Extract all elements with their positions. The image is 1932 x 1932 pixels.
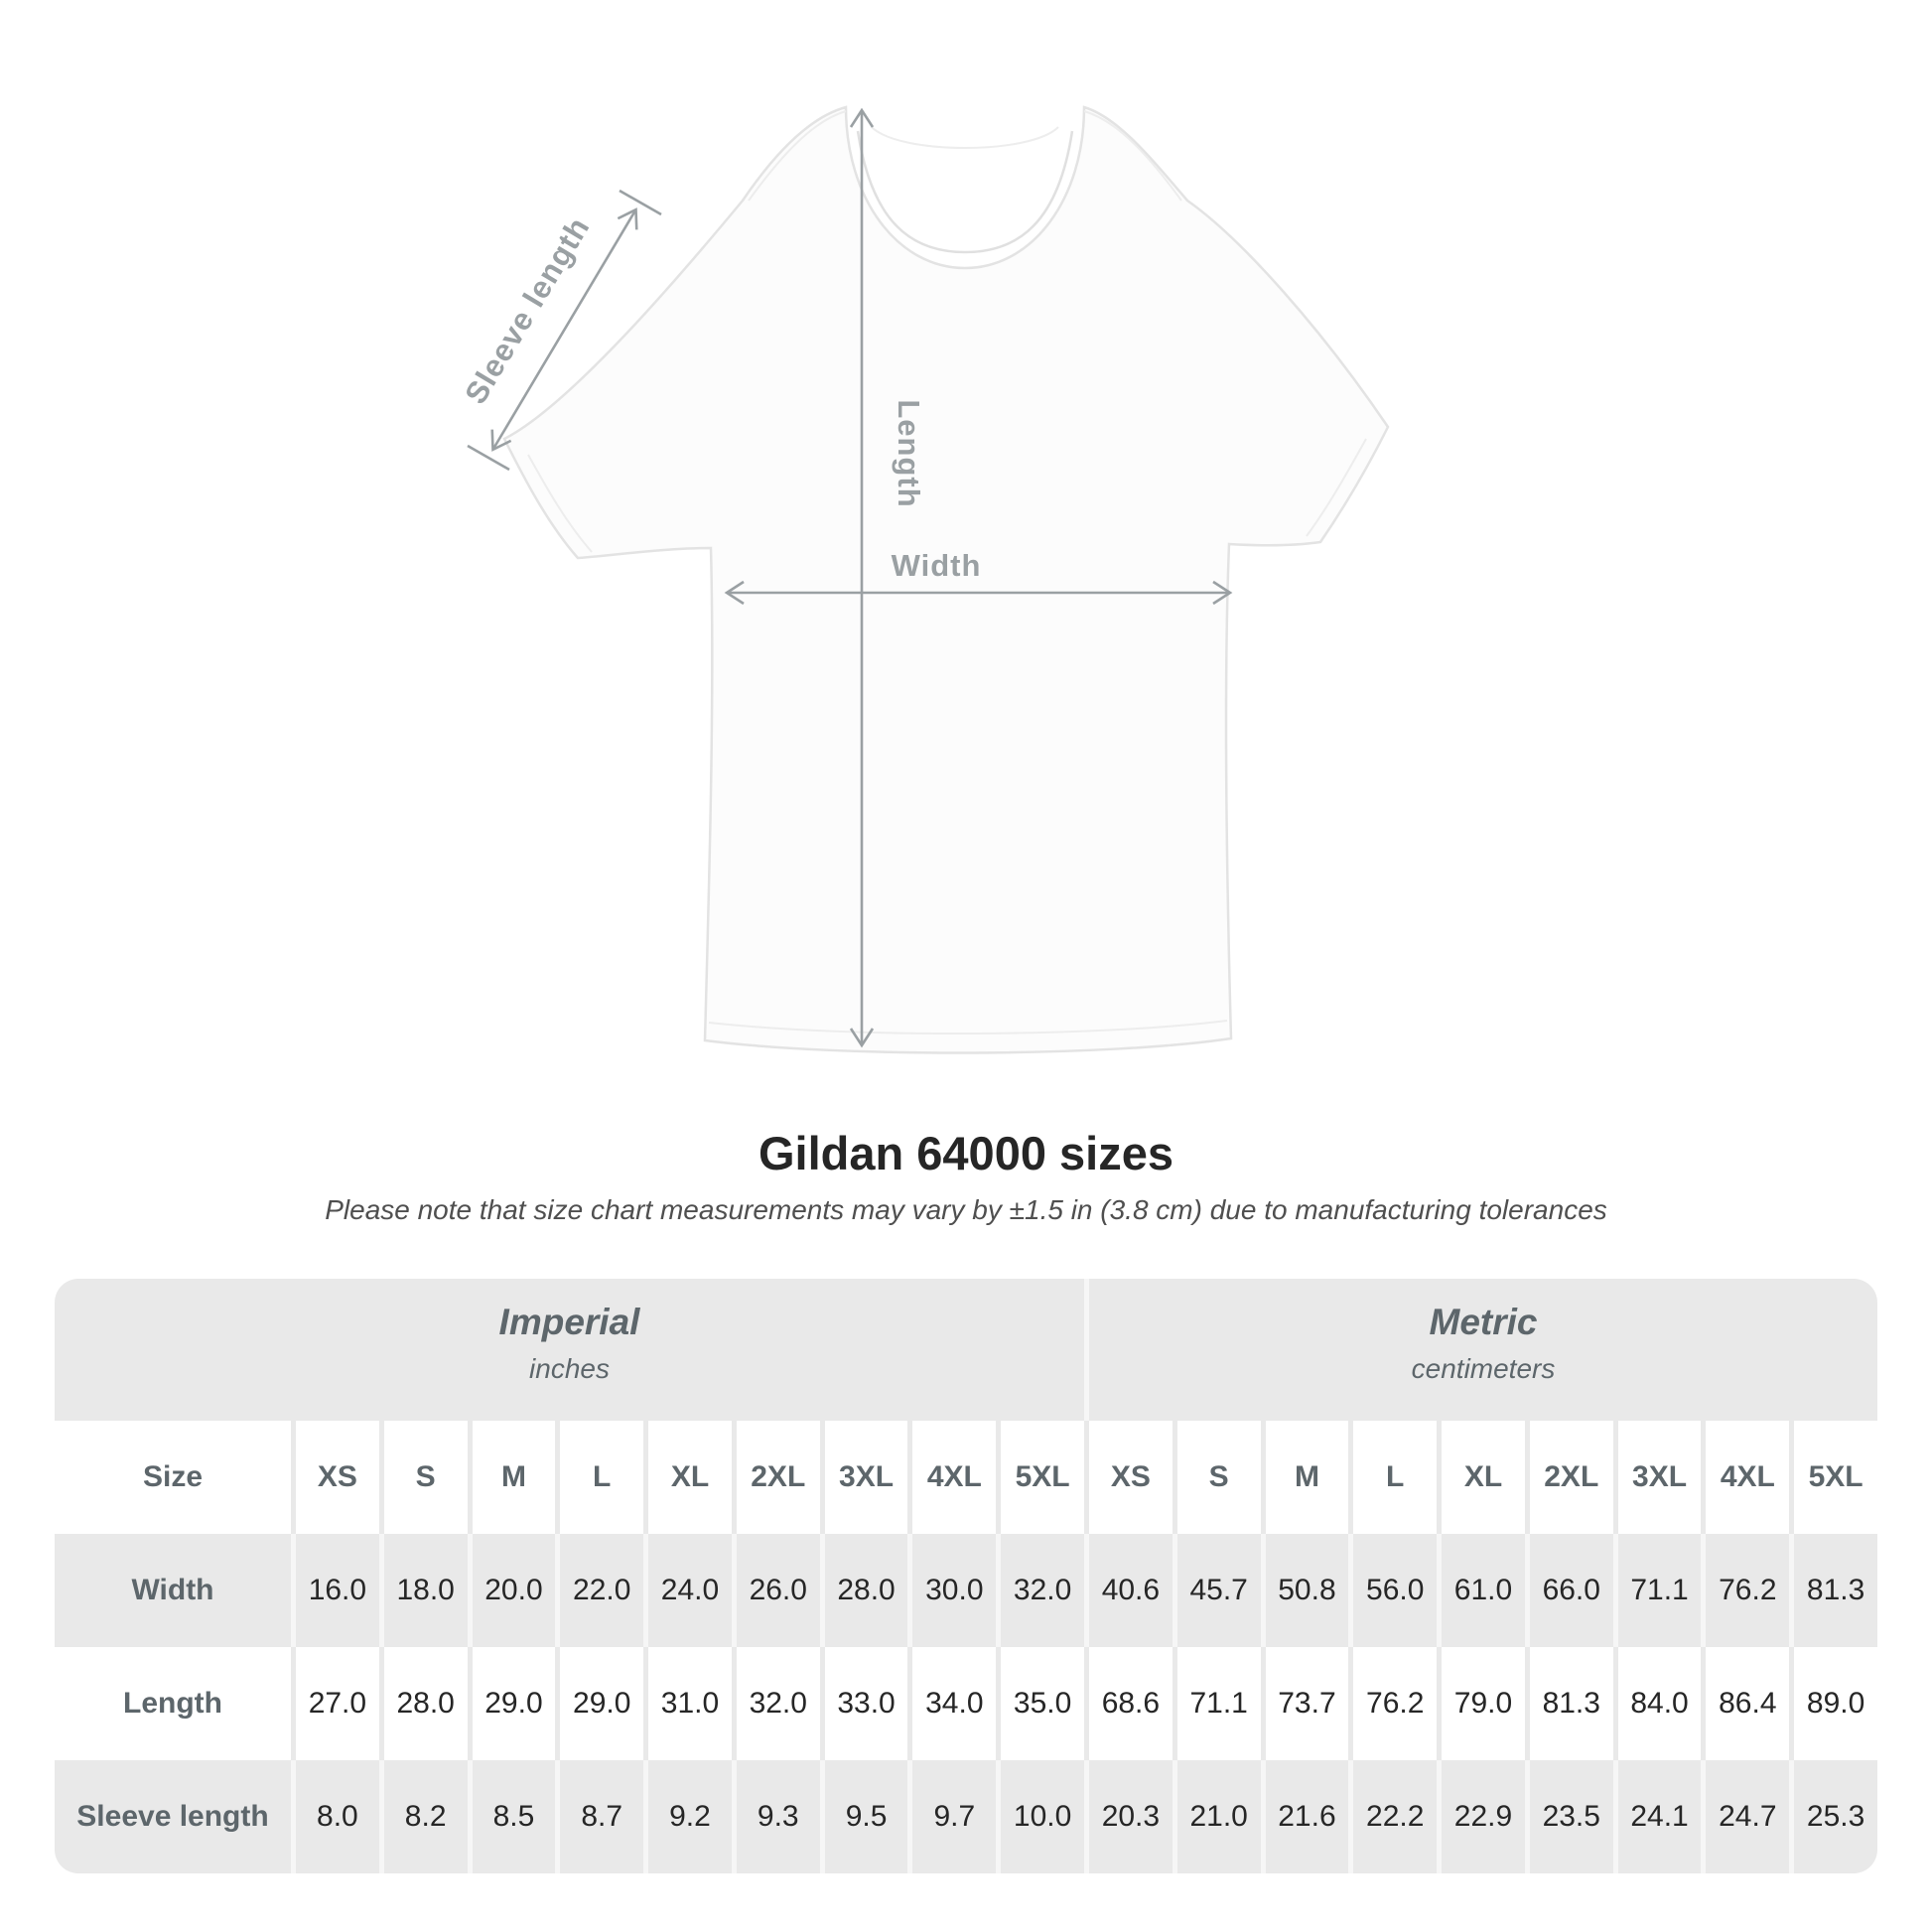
value-sleeve-length-imperial-S: 8.2 bbox=[378, 1760, 468, 1873]
size-header-metric-L: L bbox=[1348, 1421, 1438, 1534]
sleeve-arrow-tick-top bbox=[619, 189, 662, 216]
value-length-metric-2XL: 81.3 bbox=[1524, 1647, 1613, 1760]
value-length-imperial-3XL: 33.0 bbox=[819, 1647, 908, 1760]
value-width-imperial-5XL: 32.0 bbox=[996, 1534, 1084, 1647]
value-width-imperial-XS: 16.0 bbox=[291, 1534, 379, 1647]
value-width-imperial-M: 20.0 bbox=[467, 1534, 556, 1647]
value-sleeve-length-metric-3XL: 24.1 bbox=[1612, 1760, 1702, 1873]
size-header-metric-5XL: 5XL bbox=[1789, 1421, 1877, 1534]
size-header-imperial-XL: XL bbox=[643, 1421, 732, 1534]
value-length-imperial-4XL: 34.0 bbox=[907, 1647, 997, 1760]
value-length-metric-5XL: 89.0 bbox=[1789, 1647, 1877, 1760]
page-title: Gildan 64000 sizes bbox=[758, 1127, 1174, 1179]
metric-label: Metric bbox=[1429, 1301, 1538, 1342]
value-length-imperial-XS: 27.0 bbox=[291, 1647, 379, 1760]
value-width-imperial-2XL: 26.0 bbox=[731, 1534, 820, 1647]
tshirt-measurement-diagram: Sleeve length Length Width bbox=[458, 105, 1390, 1054]
value-length-imperial-S: 28.0 bbox=[378, 1647, 468, 1760]
value-width-metric-M: 50.8 bbox=[1260, 1534, 1349, 1647]
size-column-header: Size bbox=[55, 1421, 291, 1534]
size-header-imperial-M: M bbox=[467, 1421, 556, 1534]
size-chart-table: Imperial inches Metric centimeters Size X… bbox=[55, 1279, 1877, 1873]
value-length-imperial-M: 29.0 bbox=[467, 1647, 556, 1760]
sleeve-arrow-tick-bottom bbox=[467, 444, 510, 472]
value-sleeve-length-imperial-4XL: 9.7 bbox=[907, 1760, 996, 1873]
value-width-imperial-XL: 24.0 bbox=[643, 1534, 732, 1647]
length-label: Length bbox=[892, 399, 926, 507]
value-sleeve-length-imperial-M: 8.5 bbox=[467, 1760, 556, 1873]
value-width-metric-L: 56.0 bbox=[1348, 1534, 1437, 1647]
value-length-metric-XL: 79.0 bbox=[1437, 1647, 1525, 1760]
value-length-metric-S: 71.1 bbox=[1172, 1647, 1261, 1760]
value-width-imperial-L: 22.0 bbox=[555, 1534, 643, 1647]
value-width-metric-4XL: 76.2 bbox=[1701, 1534, 1789, 1647]
value-length-metric-L: 76.2 bbox=[1348, 1647, 1438, 1760]
value-length-imperial-2XL: 32.0 bbox=[731, 1647, 820, 1760]
row-label-length: Length bbox=[55, 1647, 291, 1760]
row-label-sleeve-length: Sleeve length bbox=[76, 1800, 269, 1833]
imperial-label: Imperial bbox=[498, 1301, 640, 1342]
tshirt-image bbox=[502, 105, 1390, 1054]
value-sleeve-length-metric-L: 22.2 bbox=[1348, 1760, 1437, 1873]
width-label: Width bbox=[892, 548, 982, 583]
value-sleeve-length-metric-XS: 20.3 bbox=[1084, 1760, 1173, 1873]
value-sleeve-length-metric-S: 21.0 bbox=[1172, 1760, 1261, 1873]
value-length-metric-XS: 68.6 bbox=[1084, 1647, 1173, 1760]
value-sleeve-length-imperial-2XL: 9.3 bbox=[731, 1760, 820, 1873]
value-width-metric-XL: 61.0 bbox=[1437, 1534, 1525, 1647]
value-length-imperial-XL: 31.0 bbox=[643, 1647, 732, 1760]
size-header-metric-M: M bbox=[1260, 1421, 1349, 1534]
value-sleeve-length-imperial-XS: 8.0 bbox=[291, 1760, 379, 1873]
size-header-imperial-XS: XS bbox=[291, 1421, 379, 1534]
value-sleeve-length-metric-M: 21.6 bbox=[1260, 1760, 1349, 1873]
value-sleeve-length-metric-4XL: 24.7 bbox=[1701, 1760, 1789, 1873]
right-cuff-seam bbox=[1306, 438, 1367, 537]
value-width-imperial-4XL: 30.0 bbox=[907, 1534, 996, 1647]
size-header-metric-3XL: 3XL bbox=[1612, 1421, 1702, 1534]
imperial-group-header: Imperial inches bbox=[55, 1279, 1084, 1421]
row-label-width: Width bbox=[131, 1574, 214, 1606]
value-width-imperial-S: 18.0 bbox=[378, 1534, 468, 1647]
size-header-imperial-3XL: 3XL bbox=[819, 1421, 908, 1534]
size-header-metric-XS: XS bbox=[1084, 1421, 1173, 1534]
value-width-metric-XS: 40.6 bbox=[1084, 1534, 1173, 1647]
value-length-imperial-5XL: 35.0 bbox=[996, 1647, 1084, 1760]
value-width-metric-5XL: 81.3 bbox=[1789, 1534, 1877, 1647]
value-width-metric-3XL: 71.1 bbox=[1612, 1534, 1702, 1647]
size-header-imperial-5XL: 5XL bbox=[996, 1421, 1084, 1534]
metric-group-header: Metric centimeters bbox=[1084, 1279, 1877, 1421]
bottom-hem-seam bbox=[708, 1020, 1228, 1035]
tolerance-note: Please note that size chart measurements… bbox=[325, 1194, 1607, 1225]
value-sleeve-length-metric-XL: 22.9 bbox=[1437, 1760, 1525, 1873]
size-header-imperial-4XL: 4XL bbox=[907, 1421, 997, 1534]
value-width-metric-S: 45.7 bbox=[1172, 1534, 1261, 1647]
value-length-metric-4XL: 86.4 bbox=[1701, 1647, 1790, 1760]
collar-seam bbox=[856, 130, 1074, 254]
value-length-imperial-L: 29.0 bbox=[555, 1647, 644, 1760]
size-header-imperial-2XL: 2XL bbox=[731, 1421, 820, 1534]
value-width-metric-2XL: 66.0 bbox=[1524, 1534, 1613, 1647]
value-sleeve-length-imperial-5XL: 10.0 bbox=[996, 1760, 1084, 1873]
size-header-imperial-L: L bbox=[555, 1421, 644, 1534]
value-sleeve-length-imperial-XL: 9.2 bbox=[643, 1760, 732, 1873]
value-sleeve-length-imperial-3XL: 9.5 bbox=[819, 1760, 908, 1873]
size-header-metric-2XL: 2XL bbox=[1524, 1421, 1613, 1534]
size-header-metric-4XL: 4XL bbox=[1701, 1421, 1790, 1534]
value-width-imperial-3XL: 28.0 bbox=[819, 1534, 908, 1647]
sleeve-arrow bbox=[490, 207, 638, 452]
size-header-imperial-S: S bbox=[378, 1421, 468, 1534]
value-sleeve-length-imperial-L: 8.7 bbox=[555, 1760, 643, 1873]
imperial-unit: inches bbox=[529, 1352, 610, 1384]
value-sleeve-length-metric-2XL: 23.5 bbox=[1524, 1760, 1613, 1873]
left-cuff-seam bbox=[527, 454, 593, 553]
value-length-metric-M: 73.7 bbox=[1260, 1647, 1349, 1760]
size-header-metric-S: S bbox=[1172, 1421, 1261, 1534]
metric-unit: centimeters bbox=[1411, 1352, 1556, 1384]
value-sleeve-length-metric-5XL: 25.3 bbox=[1789, 1760, 1877, 1873]
value-length-metric-3XL: 84.0 bbox=[1612, 1647, 1702, 1760]
size-header-metric-XL: XL bbox=[1437, 1421, 1525, 1534]
